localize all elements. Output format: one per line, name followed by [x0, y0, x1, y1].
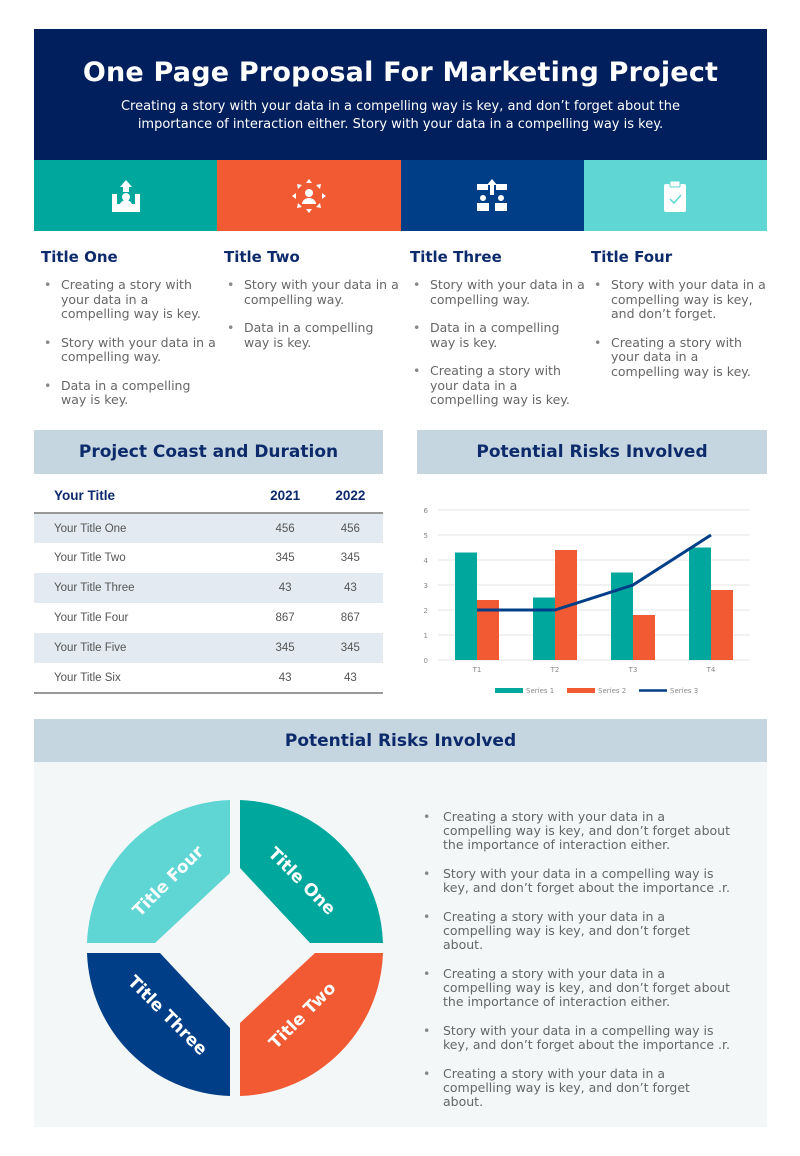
- y-tick-label: 0: [424, 657, 428, 665]
- bar-series-1: [455, 552, 477, 660]
- legend-label: Series 3: [670, 687, 698, 695]
- list-item: Creating a story with your data in a com…: [591, 335, 766, 380]
- list-item: Story with your data in a compelling way…: [420, 1024, 730, 1052]
- bar-series-2: [711, 590, 733, 660]
- x-tick-label: T1: [472, 666, 482, 674]
- column-title: Title Two: [224, 248, 300, 266]
- list-item: Creating a story with your data in a com…: [420, 910, 730, 952]
- tile-one: [34, 160, 218, 231]
- wheel-segment-4: [87, 800, 230, 943]
- list-item: Creating a story with your data in a com…: [420, 967, 730, 1009]
- table-row: Your Title Three 43 43: [34, 573, 383, 603]
- cost-table: Your Title 2021 2022 Your Title One 456 45…: [34, 478, 383, 694]
- table-cell: 345: [340, 552, 360, 564]
- table-cell: 43: [317, 573, 383, 603]
- table-cell: Your Title Five: [34, 633, 253, 663]
- tile-three: [400, 160, 584, 231]
- table-cell: 456: [252, 513, 318, 543]
- bar-series-2: [477, 600, 499, 660]
- list-item: Creating a story with your data in a com…: [41, 277, 216, 322]
- wheel-segment-2: [240, 953, 383, 1096]
- table-cell: 456: [317, 513, 383, 543]
- y-tick-label: 4: [424, 557, 429, 565]
- x-tick-label: T4: [706, 666, 716, 674]
- person-upload-icon: [111, 179, 140, 212]
- table-cell: Your Title Three: [34, 573, 253, 603]
- risks-chart: 0 1 2 3 4 5 6 T1 T2 T3 T4 Series 1 Series 2 Series 3: [424, 507, 750, 695]
- bar-series-1: [689, 547, 711, 660]
- column-one: Title One Creating a story with your dat…: [41, 248, 216, 422]
- page-subtitle: Creating a story with your data in a com…: [120, 99, 681, 132]
- table-row: Your Title Two 345 345: [34, 543, 383, 573]
- legend-swatch: [567, 688, 595, 693]
- y-tick-label: 2: [424, 607, 428, 615]
- table-header-row: Your Title 2021 2022: [34, 478, 383, 514]
- table-cell: 867: [340, 612, 360, 624]
- line-series-3: [477, 533, 712, 612]
- list-item: Story with your data in a compelling way…: [410, 277, 585, 307]
- x-tick-label: T2: [550, 666, 560, 674]
- header-banner: One Page Proposal For Marketing Project …: [34, 29, 767, 160]
- column-three: Title Three Story with your data in a co…: [410, 248, 585, 422]
- y-tick-label: 3: [424, 582, 428, 590]
- table-cell: 867: [275, 612, 295, 624]
- list-item: Story with your data in a compelling way…: [591, 277, 766, 322]
- list-item: Story with your data in a compelling way…: [224, 277, 399, 307]
- y-tick-label: 6: [424, 507, 429, 515]
- list-item: Data in a compelling way is key.: [41, 378, 216, 408]
- bar-series-1: [611, 572, 633, 660]
- legend-swatch: [495, 688, 523, 693]
- table-row: Your Title Six 43 43: [34, 663, 383, 694]
- risks-chart-heading: Potential Risks Involved: [417, 430, 767, 474]
- list-item: Creating a story with your data in a com…: [420, 810, 730, 852]
- table-cell: 345: [275, 552, 295, 564]
- legend-label: Series 2: [598, 687, 626, 695]
- column-header: Your Title: [34, 478, 253, 514]
- column-title: Title One: [41, 248, 118, 266]
- column-four: Title Four Story with your data in a com…: [591, 248, 766, 393]
- y-tick-label: 5: [424, 532, 428, 540]
- list-item: Story with your data in a compelling way…: [420, 867, 730, 895]
- x-tick-label: T3: [628, 666, 638, 674]
- wheel-segment-1: [240, 800, 383, 943]
- table-row: Your Title Five 345 345: [34, 633, 383, 663]
- table-row: Your Title Four 867 867: [34, 603, 383, 633]
- table-cell: 345: [252, 633, 318, 663]
- risk-list: Creating a story with your data in a com…: [420, 810, 730, 1124]
- clipboard-check-icon: [664, 180, 687, 212]
- y-tick-label: 1: [424, 632, 428, 640]
- list-item: Creating a story with your data in a com…: [410, 363, 585, 408]
- table-cell: 43: [252, 663, 318, 694]
- column-title: Title Four: [591, 248, 673, 266]
- column-header: 2022: [317, 478, 383, 514]
- table-row: Your Title One 456 456: [34, 513, 383, 543]
- page-title: One Page Proposal For Marketing Project: [82, 57, 719, 88]
- column-header: 2021: [252, 478, 318, 514]
- table-cell: 345: [317, 633, 383, 663]
- list-item: Story with your data in a compelling way…: [41, 335, 216, 365]
- list-item: Data in a compelling way is key.: [410, 320, 585, 350]
- bar-series-2: [633, 615, 655, 660]
- wheel-segment-3: [87, 953, 230, 1096]
- list-item: Creating a story with your data in a com…: [420, 1067, 730, 1109]
- table-cell: 43: [317, 663, 383, 694]
- growth-collaboration-icon: [477, 178, 508, 211]
- icon-row: [34, 160, 767, 231]
- table-cell: Your Title Four: [54, 612, 129, 624]
- bar-series-1: [533, 597, 555, 660]
- table-cell: 43: [252, 573, 318, 603]
- tile-four: [583, 160, 767, 231]
- person-network-icon: [291, 178, 326, 213]
- list-item: Data in a compelling way is key.: [224, 320, 399, 350]
- column-title: Title Three: [410, 248, 502, 266]
- bottom-heading: Potential Risks Involved: [34, 719, 767, 762]
- table-cell: Your Title Six: [34, 663, 253, 694]
- tile-two: [217, 160, 401, 231]
- table-cell: Your Title One: [34, 513, 253, 543]
- column-two: Title Two Story with your data in a comp…: [224, 248, 399, 364]
- cost-table-heading: Project Coast and Duration: [34, 430, 383, 474]
- table-cell: Your Title Two: [54, 552, 126, 564]
- legend-label: Series 1: [526, 687, 554, 695]
